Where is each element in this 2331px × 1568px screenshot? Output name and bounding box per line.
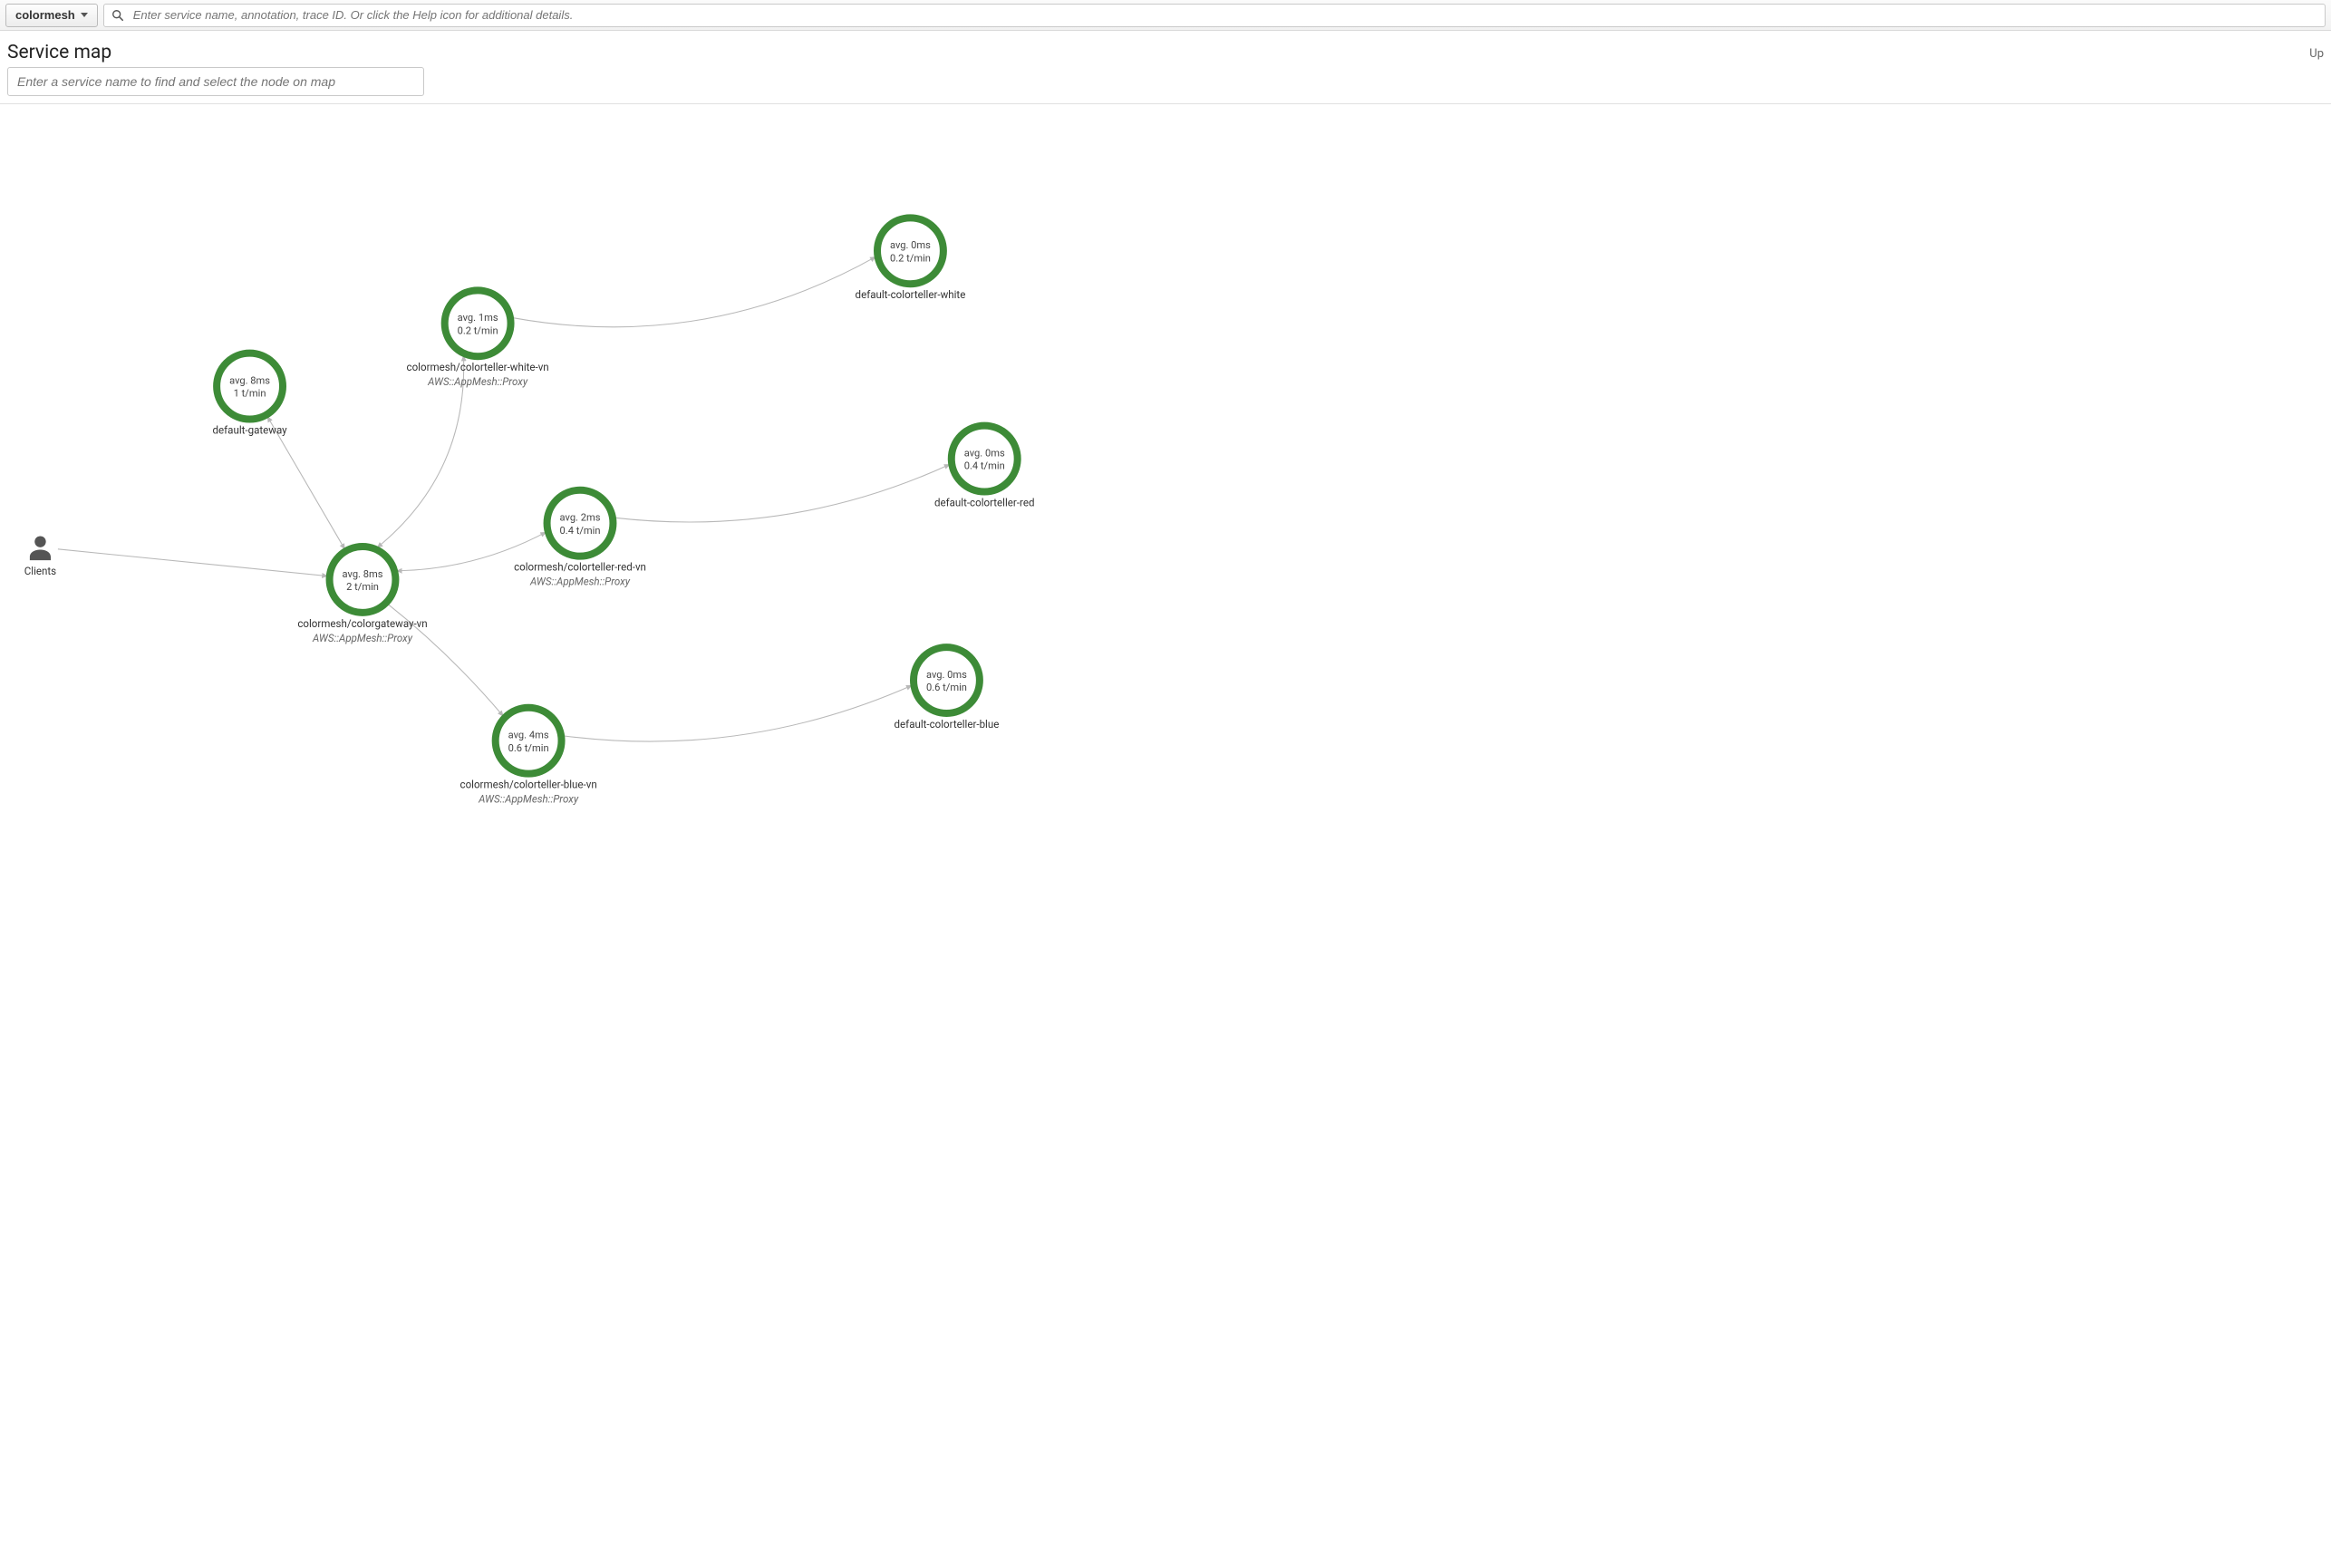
node-latency: avg. 8ms: [229, 374, 270, 386]
node-rate: 2 t/min: [346, 581, 379, 593]
clients-node[interactable]: Clients: [24, 536, 56, 577]
node-label: colormesh/colorgateway-vn: [297, 617, 427, 630]
node-sublabel: AWS::AppMesh::Proxy: [312, 632, 413, 644]
graph-edge: [614, 464, 951, 522]
node-sublabel: AWS::AppMesh::Proxy: [427, 375, 528, 388]
service-node[interactable]: avg. 8ms 1 t/min default-gateway: [213, 353, 288, 437]
graph-edge: [58, 549, 328, 576]
page-title: Service map: [7, 42, 111, 63]
node-latency: avg. 0ms: [890, 239, 931, 251]
service-filter-input[interactable]: [7, 67, 424, 96]
node-label: default-gateway: [213, 424, 288, 437]
global-search[interactable]: [103, 4, 2326, 27]
service-node[interactable]: avg. 1ms0.2 t/min colormesh/colorteller-w…: [407, 290, 549, 388]
graph-edge: [512, 256, 876, 327]
clients-label: Clients: [24, 565, 56, 577]
node-label: default-colorteller-blue: [895, 718, 1000, 731]
node-label: colormesh/colorteller-blue-vn: [460, 779, 597, 791]
top-toolbar: colormesh: [0, 0, 2331, 31]
page-header: Service map Up: [0, 31, 2331, 67]
node-latency: avg. 0ms: [926, 669, 967, 681]
global-search-input[interactable]: [131, 7, 2317, 23]
node-rate: 0.6 t/min: [508, 742, 549, 754]
search-icon: [111, 9, 124, 22]
node-rate: 0.2 t/min: [890, 252, 931, 264]
node-label: default-colorteller-red: [934, 497, 1034, 509]
node-rate: 0.2 t/min: [458, 324, 498, 336]
person-icon: [30, 536, 51, 560]
node-label: colormesh/colorteller-red-vn: [514, 561, 646, 574]
node-rate: 0.4 t/min: [964, 460, 1005, 472]
service-map-canvas[interactable]: Clientsavg. 8ms1 t/mindefault-gatewayavg…: [0, 104, 2331, 829]
service-node[interactable]: avg. 0ms0.6 t/min default-colorteller-blu…: [895, 647, 1000, 731]
node-latency: avg. 8ms: [343, 568, 383, 580]
node-sublabel: AWS::AppMesh::Proxy: [529, 576, 631, 588]
group-dropdown[interactable]: colormesh: [5, 4, 98, 27]
service-node[interactable]: avg. 4ms0.6 t/min colormesh/colorteller-b…: [460, 708, 597, 806]
node-label: colormesh/colorteller-white-vn: [407, 361, 549, 373]
node-latency: avg. 0ms: [964, 447, 1005, 459]
graph-edge: [563, 685, 913, 741]
node-latency: avg. 4ms: [508, 730, 549, 741]
node-sublabel: AWS::AppMesh::Proxy: [478, 793, 579, 806]
up-link[interactable]: Up: [2309, 42, 2324, 61]
node-rate: 1 t/min: [234, 388, 266, 400]
chevron-down-icon: [81, 13, 88, 17]
filter-row: [0, 67, 2331, 104]
node-latency: avg. 2ms: [560, 512, 601, 524]
service-node[interactable]: avg. 2ms0.4 t/min colormesh/colorteller-r…: [514, 490, 646, 588]
service-node[interactable]: avg. 0ms0.4 t/min default-colorteller-red: [934, 426, 1034, 509]
node-rate: 0.4 t/min: [560, 525, 601, 537]
service-node[interactable]: avg. 8ms2 t/min colormesh/colorgateway-vn…: [297, 547, 427, 644]
node-label: default-colorteller-white: [856, 288, 966, 301]
group-dropdown-label: colormesh: [15, 8, 75, 22]
node-latency: avg. 1ms: [458, 312, 498, 324]
node-rate: 0.6 t/min: [926, 682, 967, 693]
